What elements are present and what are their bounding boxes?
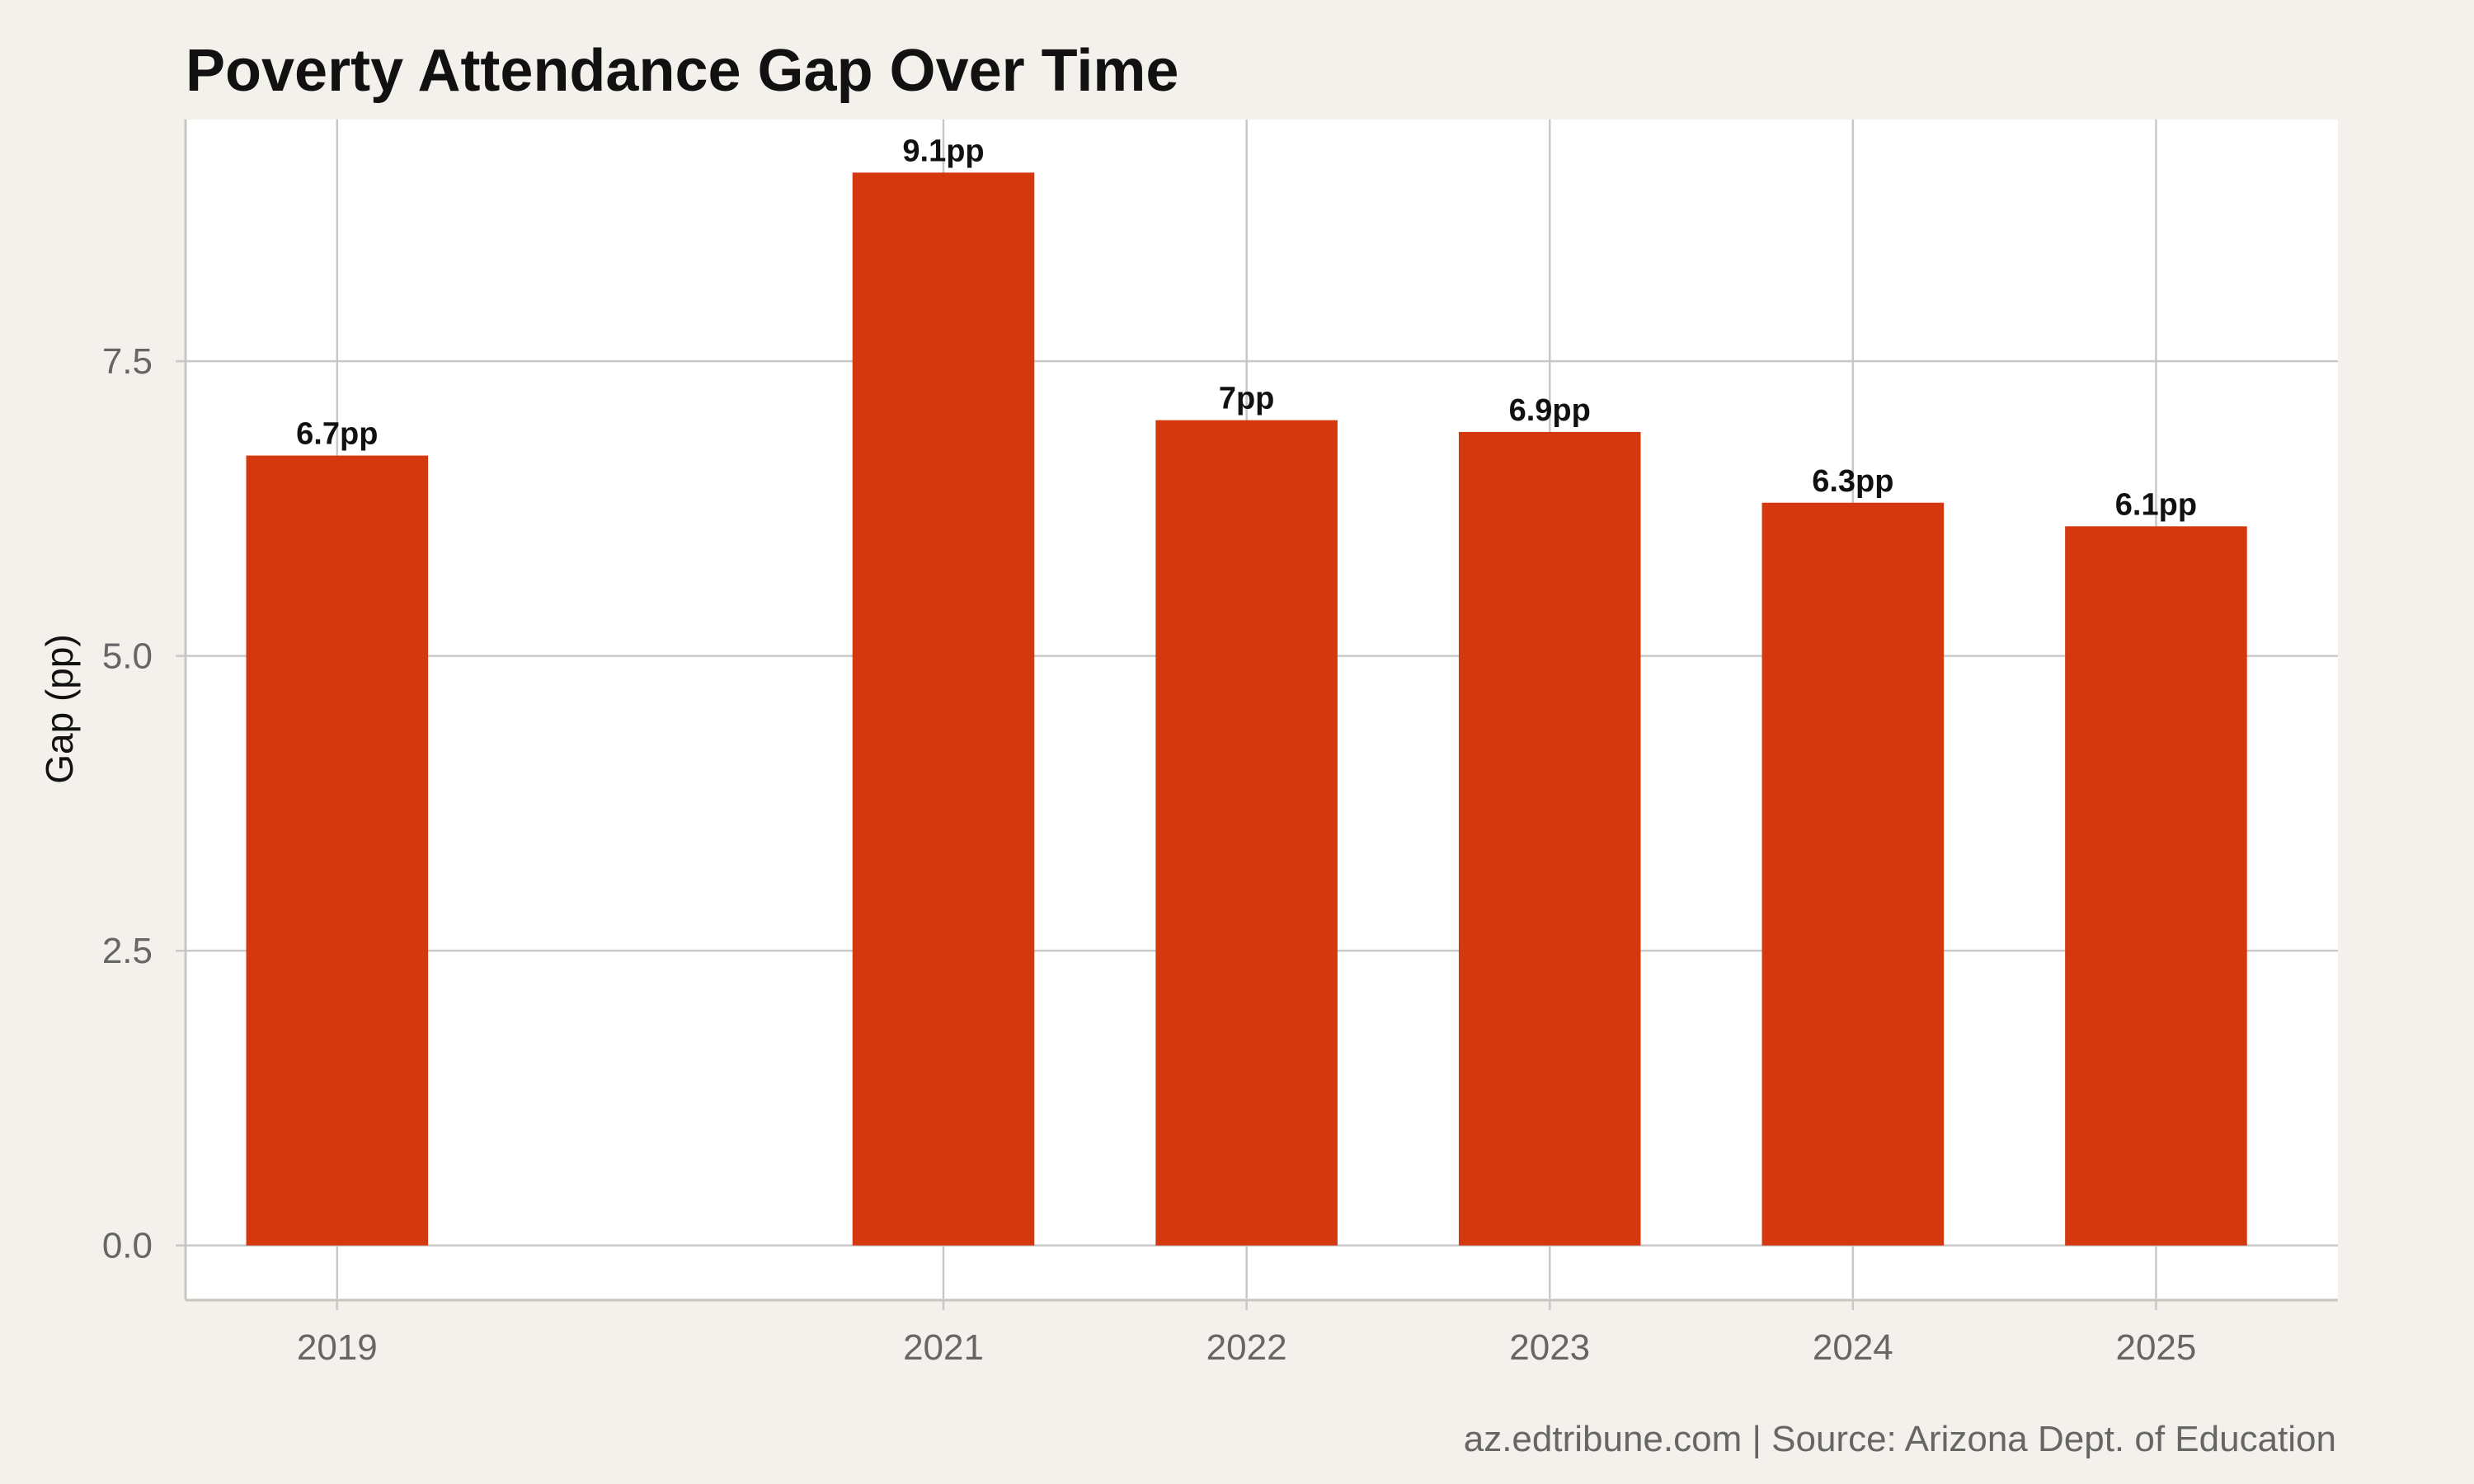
x-tick-label: 2025	[2115, 1327, 2196, 1368]
chart-title: Poverty Attendance Gap Over Time	[186, 38, 1178, 104]
axes: 0.0 2.5 5.0 7.5 2019 2021 2022 2023 2024 2025	[102, 120, 2338, 1368]
data-labels: 6.7pp 9.1pp 7pp 6.9pp 6.3pp 6.1pp	[296, 134, 2197, 522]
y-tick-label: 2.5	[102, 931, 153, 971]
data-label-2023: 6.9pp	[1509, 393, 1591, 428]
chart-caption: az.edtribune.com | Source: Arizona Dept.…	[1464, 1419, 2336, 1459]
y-tick-label: 5.0	[102, 636, 153, 677]
y-tick-label: 0.0	[102, 1226, 153, 1266]
bars	[246, 172, 2247, 1246]
data-label-2019: 6.7pp	[296, 417, 378, 452]
x-tick-label: 2019	[297, 1327, 378, 1368]
bar-2024	[1761, 502, 1945, 1246]
bar-2025	[2065, 526, 2247, 1246]
bar-2021	[852, 172, 1035, 1246]
bar-2023	[1458, 431, 1641, 1246]
bar-2019	[246, 455, 429, 1246]
data-label-2025: 6.1pp	[2115, 487, 2197, 522]
data-label-2022: 7pp	[1219, 382, 1275, 416]
y-axis-label: Gap (pp)	[38, 634, 81, 784]
y-tick-label: 7.5	[102, 341, 153, 382]
x-tick-label: 2023	[1509, 1327, 1590, 1368]
x-tick-label: 2021	[903, 1327, 984, 1368]
data-label-2024: 6.3pp	[1812, 464, 1893, 499]
x-tick-label: 2024	[1813, 1327, 1893, 1368]
data-label-2021: 9.1pp	[902, 134, 984, 168]
x-tick-label: 2022	[1206, 1327, 1287, 1368]
bar-2022	[1155, 420, 1338, 1246]
